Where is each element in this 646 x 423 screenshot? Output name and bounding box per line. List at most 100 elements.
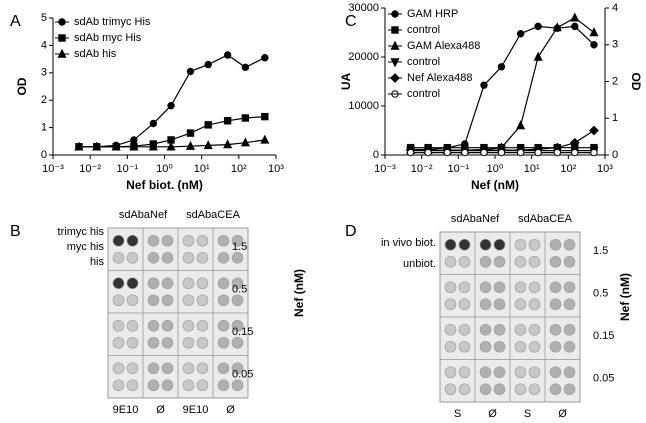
blot-dot	[161, 336, 174, 349]
blot-dot	[479, 323, 492, 336]
blot-dot	[196, 294, 209, 307]
blot-dot	[112, 379, 125, 392]
blot-dot	[563, 323, 576, 336]
panel-label: D	[345, 223, 357, 240]
x-tick-label: 10³	[597, 163, 613, 175]
row-label: unbiot.	[403, 258, 436, 270]
blot-dot	[493, 255, 506, 268]
y-tick-label: 4	[41, 39, 47, 51]
concentration-label: 0.05	[232, 369, 253, 381]
column-label: sdAbaCEA	[186, 209, 240, 221]
marker	[571, 148, 579, 157]
marker	[424, 148, 432, 157]
x-tick-label: 10⁰	[487, 163, 504, 175]
blot-dot	[479, 366, 492, 379]
blot-dot	[458, 238, 471, 251]
blot-dot	[479, 298, 492, 311]
blot-dot	[217, 277, 230, 290]
blot-dot	[196, 251, 209, 264]
y2-tick-label: 3	[612, 39, 618, 51]
blot-dot	[479, 383, 492, 396]
marker	[516, 148, 525, 157]
marker	[260, 134, 270, 144]
blot-dot	[493, 323, 506, 336]
blot-dot	[126, 379, 139, 392]
y-tick-label: 0	[41, 149, 47, 161]
marker	[497, 63, 506, 71]
y-tick-label: 20000	[348, 51, 379, 63]
row-label: myc his	[67, 241, 105, 253]
lane-label: S	[524, 408, 531, 420]
marker	[186, 67, 195, 76]
blot-dot	[563, 298, 576, 311]
legend-label: sdAb myc His	[74, 32, 142, 44]
blot-dot	[444, 255, 457, 268]
marker	[570, 12, 580, 22]
marker	[111, 141, 121, 151]
blot-dot	[514, 255, 527, 268]
blot-dot	[479, 281, 492, 294]
y-tick-label: 30000	[348, 2, 379, 14]
row-label: his	[90, 256, 105, 268]
blot-dot	[528, 281, 541, 294]
blot-dot	[112, 319, 125, 332]
legend-label: sdAb trimyc His	[74, 16, 151, 28]
blot-dot	[479, 340, 492, 353]
x-tick-label: 10¹	[194, 163, 210, 175]
marker	[74, 141, 84, 151]
blot-dot	[147, 336, 160, 349]
y-tick-label: 0	[373, 149, 379, 161]
blot-dot	[231, 234, 244, 247]
blot-dot	[182, 234, 195, 247]
blot-dot	[458, 383, 471, 396]
marker	[590, 41, 598, 49]
legend-label: control	[407, 88, 440, 100]
blot-dot	[196, 362, 209, 375]
blot-dot	[147, 277, 160, 290]
blot-dot	[458, 298, 471, 311]
marker	[223, 139, 233, 149]
blot-dot	[479, 255, 492, 268]
marker	[149, 119, 158, 128]
blot-dot	[549, 340, 562, 353]
y2-tick-label: 1	[612, 112, 618, 124]
blot-dot	[514, 238, 527, 251]
marker	[553, 148, 561, 157]
blot-dot	[528, 255, 541, 268]
blot-dot	[196, 234, 209, 247]
lane-label: 9E10	[183, 404, 209, 416]
x-tick-label: 10²	[231, 163, 247, 175]
blot-dot	[458, 323, 471, 336]
marker	[148, 141, 158, 151]
concentration-label: 1.5	[593, 245, 608, 257]
blot-dot	[514, 298, 527, 311]
blot-dot	[514, 366, 527, 379]
y2-tick-label: 0	[612, 149, 618, 161]
blot-dot	[528, 298, 541, 311]
blot-dot	[112, 336, 125, 349]
blot-dot	[126, 251, 139, 264]
blot-dot	[112, 277, 125, 290]
blot-dot	[549, 255, 562, 268]
blot-dot	[112, 362, 125, 375]
blot-dot	[528, 238, 541, 251]
blot-dot	[231, 319, 244, 332]
blot-dot	[217, 234, 230, 247]
y-axis-label: OD	[15, 77, 29, 95]
blot-dot	[444, 238, 457, 251]
marker	[203, 140, 213, 150]
blot-dot	[549, 298, 562, 311]
blot-dot	[458, 281, 471, 294]
lane-label: Ø	[558, 408, 567, 420]
blot-dot	[493, 340, 506, 353]
y-tick-label: 1	[41, 122, 47, 134]
column-label: sdAbaNef	[119, 209, 168, 221]
blot-dot	[528, 366, 541, 379]
blot-dot	[147, 251, 160, 264]
blot-dot	[126, 319, 139, 332]
marker	[261, 54, 269, 62]
marker	[461, 148, 469, 157]
blot-dot	[231, 362, 244, 375]
blot-dot	[196, 319, 209, 332]
marker	[406, 148, 415, 157]
